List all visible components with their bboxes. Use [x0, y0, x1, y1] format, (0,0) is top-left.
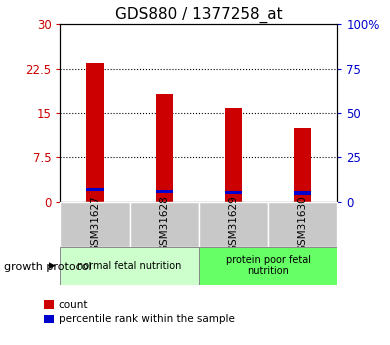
Bar — [156, 190, 173, 193]
Bar — [199, 202, 268, 247]
Bar — [156, 94, 173, 202]
Text: GSM31627: GSM31627 — [90, 195, 100, 252]
Bar — [294, 191, 311, 195]
Text: GSM31628: GSM31628 — [159, 195, 169, 252]
Bar — [268, 202, 337, 247]
Bar — [199, 247, 337, 285]
Bar — [87, 188, 104, 191]
Bar — [294, 128, 311, 202]
Text: normal fetal nutrition: normal fetal nutrition — [78, 261, 182, 270]
Bar — [225, 191, 242, 194]
Bar — [60, 247, 199, 285]
Bar — [87, 63, 104, 202]
Bar — [129, 202, 199, 247]
Bar — [225, 108, 242, 202]
Text: growth protocol: growth protocol — [4, 263, 92, 272]
Text: GSM31629: GSM31629 — [229, 195, 239, 252]
Text: protein poor fetal
nutrition: protein poor fetal nutrition — [226, 255, 310, 276]
Text: GSM31630: GSM31630 — [298, 195, 308, 252]
Title: GDS880 / 1377258_at: GDS880 / 1377258_at — [115, 7, 283, 23]
Bar — [60, 202, 129, 247]
Legend: count, percentile rank within the sample: count, percentile rank within the sample — [44, 300, 235, 324]
